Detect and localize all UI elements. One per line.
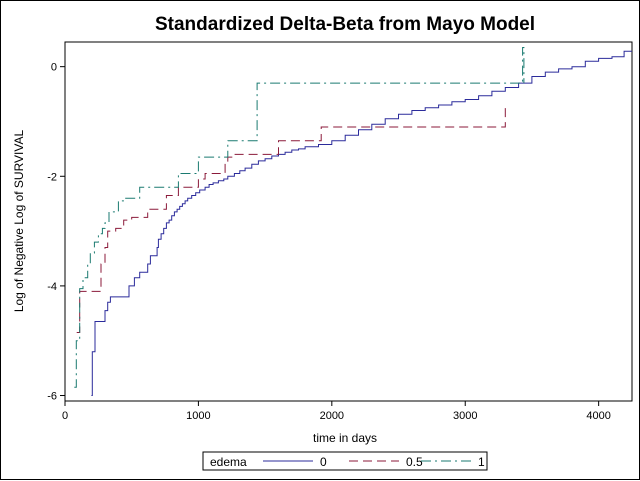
y-tick-label: -6 [47, 391, 57, 403]
series-line-0 [91, 50, 632, 396]
x-tick-label: 4000 [586, 410, 610, 422]
legend-label-2: 1 [478, 455, 485, 469]
legend: edema 0 0.5 1 [202, 451, 488, 471]
x-tick-label: 0 [62, 410, 68, 422]
x-tick-label: 1000 [186, 410, 210, 422]
plot-area [64, 41, 633, 402]
y-tick-label: -2 [47, 171, 57, 183]
y-axis-label: Log of Negative Log of SURVIVAL [12, 130, 26, 313]
chart-title: Standardized Delta-Beta from Mayo Model [155, 14, 535, 35]
series-layer [74, 47, 632, 396]
legend-label-0: 0 [320, 455, 327, 469]
series-line-2 [74, 47, 525, 388]
x-tick-label: 3000 [453, 410, 477, 422]
series-line-1 [76, 107, 508, 333]
x-axis-label: time in days [313, 431, 377, 445]
y-tick-label: -4 [47, 281, 57, 293]
y-tick-label: 0 [51, 62, 57, 74]
x-axis-ticks: 0 1000 2000 3000 4000 [62, 401, 611, 422]
legend-box [202, 451, 488, 471]
legend-label-1: 0.5 [406, 455, 423, 469]
y-axis-ticks: 0 -2 -4 -6 [47, 62, 65, 403]
legend-items: 0 0.5 1 [263, 455, 485, 469]
legend-title: edema [210, 455, 247, 469]
x-tick-label: 2000 [320, 410, 344, 422]
